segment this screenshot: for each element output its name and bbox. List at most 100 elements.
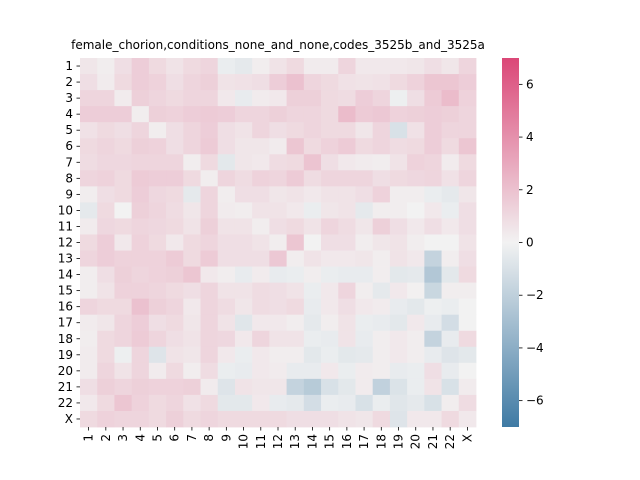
heatmap-cell-8-4 — [131, 170, 150, 187]
y-tick-label: 4 — [65, 107, 73, 121]
heatmap-cell-10-X — [458, 202, 477, 219]
colorbar-tick-label: 6 — [526, 77, 534, 91]
heatmap-cell-5-9 — [217, 122, 236, 139]
heatmap-cell-15-21 — [424, 282, 442, 300]
heatmap-cell-4-1 — [80, 106, 98, 123]
heatmap-cell-20-18 — [372, 362, 391, 380]
heatmap-cell-18-20 — [407, 330, 425, 348]
heatmap-cell-4-15 — [321, 106, 339, 123]
heatmap-cell-8-6 — [166, 170, 184, 187]
heatmap-cell-19-4 — [131, 346, 150, 364]
heatmap-cell-21-20 — [407, 378, 425, 396]
heatmap-cell-3-13 — [286, 90, 305, 107]
heatmap-cell-12-14 — [303, 234, 322, 251]
heatmap-cell-6-3 — [114, 138, 133, 155]
heatmap-cell-13-20 — [407, 250, 425, 267]
heatmap-cell-11-14 — [303, 218, 322, 235]
heatmap-cell-2-2 — [97, 74, 115, 91]
heatmap-cell-4-16 — [338, 106, 356, 123]
x-tick-label: 8 — [202, 434, 216, 442]
heatmap-cell-9-19 — [389, 186, 408, 203]
heatmap-cell-3-11 — [252, 90, 270, 107]
heatmap-cell-10-21 — [424, 202, 442, 219]
heatmap-cell-21-X — [458, 378, 477, 396]
heatmap-cell-2-22 — [441, 74, 460, 91]
heatmap-cell-2-6 — [166, 74, 184, 91]
heatmap-cell-1-1 — [80, 58, 98, 75]
heatmap-cell-X-14 — [303, 410, 322, 428]
heatmap-cell-1-20 — [407, 58, 425, 75]
heatmap-cell-9-2 — [97, 186, 115, 203]
heatmap-cell-14-8 — [200, 266, 219, 284]
heatmap-cell-X-12 — [269, 410, 288, 428]
heatmap-cell-6-2 — [97, 138, 115, 155]
heatmap-cell-19-8 — [200, 346, 219, 364]
heatmap-cell-16-14 — [303, 298, 322, 316]
heatmap-cell-18-5 — [148, 330, 167, 348]
heatmap-cell-12-15 — [321, 234, 339, 251]
heatmap-cell-15-12 — [269, 282, 288, 300]
heatmap-cell-X-18 — [372, 410, 391, 428]
heatmap-cell-6-14 — [303, 138, 322, 155]
heatmap-cell-13-21 — [424, 250, 442, 267]
heatmap-cell-X-6 — [166, 410, 184, 428]
heatmap-cell-X-5 — [148, 410, 167, 428]
x-tick-label: 22 — [443, 434, 457, 449]
heatmap-cell-18-18 — [372, 330, 391, 348]
heatmap-cell-13-14 — [303, 250, 322, 267]
heatmap-cell-22-1 — [80, 394, 98, 412]
heatmap-cell-4-17 — [355, 106, 374, 123]
heatmap-cell-3-22 — [441, 90, 460, 107]
heatmap-cell-6-1 — [80, 138, 98, 155]
heatmap-cell-3-8 — [200, 90, 219, 107]
heatmap-cell-2-18 — [372, 74, 391, 91]
heatmap-cell-12-21 — [424, 234, 442, 251]
heatmap-cell-5-20 — [407, 122, 425, 139]
heatmap-cell-9-13 — [286, 186, 305, 203]
heatmap-cell-19-6 — [166, 346, 184, 364]
y-tick-label: 11 — [58, 219, 73, 233]
heatmap-cell-22-6 — [166, 394, 184, 412]
heatmap-cell-2-1 — [80, 74, 98, 91]
heatmap-cell-16-22 — [441, 298, 460, 316]
heatmap-cell-18-22 — [441, 330, 460, 348]
heatmap-cell-21-7 — [183, 378, 201, 396]
y-tick-label: 18 — [58, 332, 73, 346]
heatmap-cell-1-4 — [131, 58, 150, 75]
heatmap-cell-5-1 — [80, 122, 98, 139]
heatmap-cell-16-3 — [114, 298, 133, 316]
heatmap-cell-20-15 — [321, 362, 339, 380]
heatmap-cell-7-1 — [80, 154, 98, 171]
heatmap-cell-11-3 — [114, 218, 133, 235]
heatmap-cell-19-2 — [97, 346, 115, 364]
heatmap-cell-11-12 — [269, 218, 288, 235]
heatmap-cell-13-22 — [441, 250, 460, 267]
heatmap-cell-20-1 — [80, 362, 98, 380]
heatmap-cell-12-7 — [183, 234, 201, 251]
heatmap-cell-2-13 — [286, 74, 305, 91]
heatmap-cell-5-2 — [97, 122, 115, 139]
heatmap-cell-18-17 — [355, 330, 374, 348]
heatmap-cell-3-9 — [217, 90, 236, 107]
heatmap-cell-8-2 — [97, 170, 115, 187]
heatmap-cell-X-11 — [252, 410, 270, 428]
heatmap-cell-9-20 — [407, 186, 425, 203]
heatmap-cell-14-11 — [252, 266, 270, 284]
heatmap-cell-5-16 — [338, 122, 356, 139]
heatmap-cell-22-13 — [286, 394, 305, 412]
heatmap-cell-12-6 — [166, 234, 184, 251]
heatmap-cell-19-5 — [148, 346, 167, 364]
heatmap-cell-X-15 — [321, 410, 339, 428]
heatmap-cell-14-6 — [166, 266, 184, 284]
heatmap-cell-20-20 — [407, 362, 425, 380]
heatmap-cell-12-1 — [80, 234, 98, 251]
heatmap-cell-18-2 — [97, 330, 115, 348]
heatmap-cell-4-X — [458, 106, 477, 123]
heatmap-cell-2-X — [458, 74, 477, 91]
heatmap-cell-13-11 — [252, 250, 270, 267]
heatmap-cell-14-19 — [389, 266, 408, 284]
heatmap-cell-4-21 — [424, 106, 442, 123]
heatmap-cell-4-3 — [114, 106, 133, 123]
heatmap-cell-21-9 — [217, 378, 236, 396]
